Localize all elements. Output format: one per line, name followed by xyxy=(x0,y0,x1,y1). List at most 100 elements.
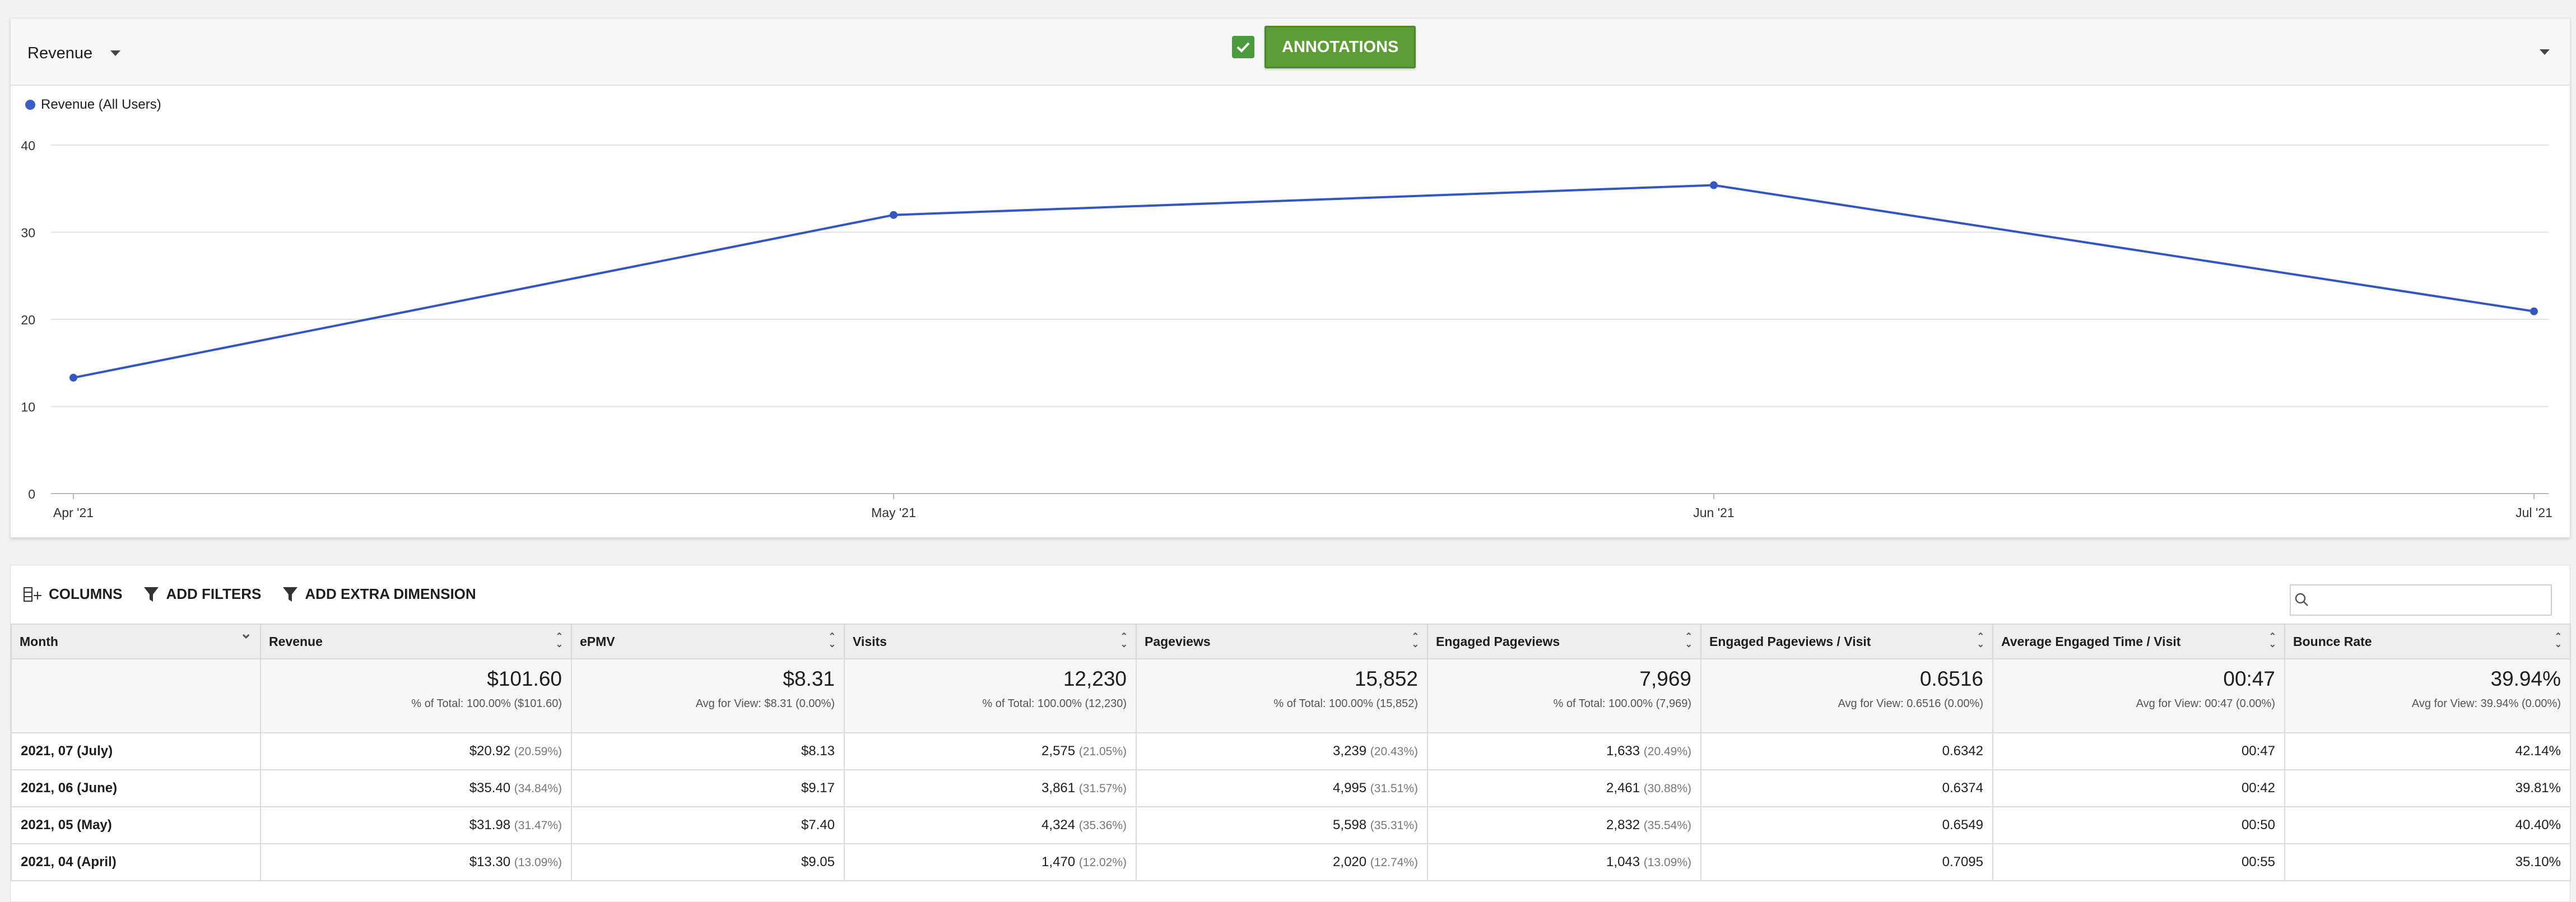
cell-value: 00:42 xyxy=(2241,780,2275,796)
data-point xyxy=(1710,181,1718,189)
total-subtext: Avg for View: 39.94% (0.00%) xyxy=(2411,698,2561,710)
table-cell: $20.92 (20.59%) xyxy=(260,732,572,770)
cell-value: 2,461 xyxy=(1606,780,1640,796)
search-input[interactable] xyxy=(2313,587,2551,613)
column-header[interactable]: Pageviews ⌃ ⌄ xyxy=(1136,624,1428,659)
cell-percent: (13.09%) xyxy=(514,856,562,869)
y-tick-label: 10 xyxy=(21,400,35,415)
column-header-label: Engaged Pageviews / Visit xyxy=(1709,634,1871,649)
collapse-chevron-icon[interactable] xyxy=(2540,49,2550,55)
totals-cell xyxy=(11,658,261,733)
table-cell: $8.13 xyxy=(571,732,845,770)
table-cell: 42.14% xyxy=(2284,732,2571,770)
totals-cell: 00:47 Avg for View: 00:47 (0.00%) xyxy=(1992,658,2285,733)
cell-value: 4,324 xyxy=(1041,817,1076,833)
y-tick-label: 40 xyxy=(21,138,35,153)
cell-value: $8.13 xyxy=(801,743,835,759)
cell-value: $35.40 xyxy=(469,780,511,796)
add-filters-label: ADD FILTERS xyxy=(166,585,262,602)
cell-percent: (31.51%) xyxy=(1370,782,1418,795)
total-value: 39.94% xyxy=(2490,667,2561,690)
table-cell: $9.17 xyxy=(571,769,845,807)
column-header[interactable]: ePMV ⌃ ⌄ xyxy=(571,624,845,659)
table-cell: 00:50 xyxy=(1992,806,2285,844)
legend-label: Revenue (All Users) xyxy=(41,97,161,112)
total-subtext: Avg for View: 00:47 (0.00%) xyxy=(2136,698,2275,710)
table-cell: 35.10% xyxy=(2284,843,2571,881)
sort-icon: ⌃ ⌄ xyxy=(1977,632,1984,649)
sort-icon: ⌃ ⌄ xyxy=(828,632,836,649)
annotations-control: ANNOTATIONS xyxy=(1232,26,1416,68)
column-header[interactable]: Month ⌄ xyxy=(11,624,261,659)
add-extra-dimension-button[interactable]: ADD EXTRA DIMENSION xyxy=(282,585,476,603)
columns-button[interactable]: COLUMNS xyxy=(23,585,122,603)
data-point xyxy=(69,374,77,382)
cell-value: 0.7095 xyxy=(1942,854,1983,870)
column-header-label: ePMV xyxy=(580,634,615,649)
table-cell: 1,633 (20.49%) xyxy=(1427,732,1701,770)
table-cell: 2,461 (30.88%) xyxy=(1427,769,1701,807)
table-cell: 00:55 xyxy=(1992,843,2285,881)
cell-percent: (31.57%) xyxy=(1078,782,1127,795)
cell-value: 0.6549 xyxy=(1942,817,1983,833)
column-header-label: Month xyxy=(20,634,58,649)
total-value: $101.60 xyxy=(487,667,562,690)
month-cell: 2021, 06 (June) xyxy=(11,769,261,807)
columns-label: COLUMNS xyxy=(49,585,123,602)
table-header-row: Month ⌄ Revenue ⌃ ⌄ ePMV ⌃ ⌄ Visits ⌃ ⌄ Pageviews ⌃ ⌄… xyxy=(11,624,2571,659)
total-value: 12,230 xyxy=(1063,667,1127,690)
annotations-button[interactable]: ANNOTATIONS xyxy=(1264,26,1416,68)
totals-cell: 7,969 % of Total: 100.00% (7,969) xyxy=(1427,658,1701,733)
column-header[interactable]: Visits ⌃ ⌄ xyxy=(844,624,1137,659)
cell-value: 0.6374 xyxy=(1942,780,1983,796)
table-cell: 00:47 xyxy=(1992,732,2285,770)
annotations-checkbox[interactable] xyxy=(1232,36,1254,58)
month-cell: 2021, 04 (April) xyxy=(11,843,261,881)
cell-value: 2,575 xyxy=(1041,743,1076,759)
cell-percent: (35.36%) xyxy=(1078,819,1127,832)
column-header[interactable]: Revenue ⌃ ⌄ xyxy=(260,624,572,659)
add-filters-button[interactable]: ADD FILTERS xyxy=(143,585,261,603)
table-panel: COLUMNS ADD FILTERS ADD EXTRA DIMENSION xyxy=(10,565,2571,902)
cell-value: 2021, 05 (May) xyxy=(21,817,112,833)
cell-value: 0.6342 xyxy=(1942,743,1983,759)
sort-icon: ⌃ ⌄ xyxy=(1411,632,1419,649)
table-row[interactable]: 2021, 07 (July) $20.92 (20.59%) $8.13 2,575… xyxy=(11,732,2571,770)
table-cell: 2,575 (21.05%) xyxy=(844,732,1137,770)
total-subtext: Avg for View: 0.6516 (0.00%) xyxy=(1838,698,1983,710)
table-cell: 3,861 (31.57%) xyxy=(844,769,1137,807)
table-toolbar: COLUMNS ADD FILTERS ADD EXTRA DIMENSION xyxy=(23,585,476,603)
total-subtext: % of Total: 100.00% (15,852) xyxy=(1273,698,1418,710)
table-cell: 4,324 (35.36%) xyxy=(844,806,1137,844)
data-point xyxy=(2530,307,2538,315)
total-value: 15,852 xyxy=(1354,667,1418,690)
table-cell: 0.7095 xyxy=(1700,843,1993,881)
table-cell: $31.98 (31.47%) xyxy=(260,806,572,844)
column-header[interactable]: Bounce Rate ⌃ ⌄ xyxy=(2284,624,2571,659)
totals-cell: 12,230 % of Total: 100.00% (12,230) xyxy=(844,658,1137,733)
cell-value: 00:55 xyxy=(2241,854,2275,870)
table-cell: $7.40 xyxy=(571,806,845,844)
cell-value: $31.98 xyxy=(469,817,511,833)
table-row[interactable]: 2021, 04 (April) $13.30 (13.09%) $9.05 1,47… xyxy=(11,843,2571,881)
metric-dropdown[interactable]: Revenue xyxy=(27,41,121,66)
y-tick-label: 30 xyxy=(21,226,35,240)
table-row[interactable]: 2021, 06 (June) $35.40 (34.84%) $9.17 3,861… xyxy=(11,769,2571,807)
sort-icon: ⌃ ⌄ xyxy=(555,632,563,649)
total-value: 00:47 xyxy=(2223,667,2275,690)
column-header[interactable]: Average Engaged Time / Visit ⌃ ⌄ xyxy=(1992,624,2285,659)
x-tick-label: Apr '21 xyxy=(53,505,94,520)
series-line xyxy=(73,184,2535,379)
line-chart: 0 10 20 30 40 Apr '21 May '21 Jun '21 Jul '21 xyxy=(21,138,2552,520)
table-row[interactable]: 2021, 05 (May) $31.98 (31.47%) $7.40 4,324 … xyxy=(11,806,2571,844)
column-header[interactable]: Engaged Pageviews / Visit ⌃ ⌄ xyxy=(1700,624,1993,659)
cell-percent: (34.84%) xyxy=(514,782,562,795)
cell-percent: (20.49%) xyxy=(1643,745,1691,758)
column-header[interactable]: Engaged Pageviews ⌃ ⌄ xyxy=(1427,624,1701,659)
sort-icon: ⌃ ⌄ xyxy=(1120,632,1128,649)
total-subtext: % of Total: 100.00% (12,230) xyxy=(982,698,1127,710)
table-cell: 2,832 (35.54%) xyxy=(1427,806,1701,844)
add-extra-dimension-label: ADD EXTRA DIMENSION xyxy=(305,585,476,602)
table-cell: 00:42 xyxy=(1992,769,2285,807)
table-cell: 0.6374 xyxy=(1700,769,1993,807)
